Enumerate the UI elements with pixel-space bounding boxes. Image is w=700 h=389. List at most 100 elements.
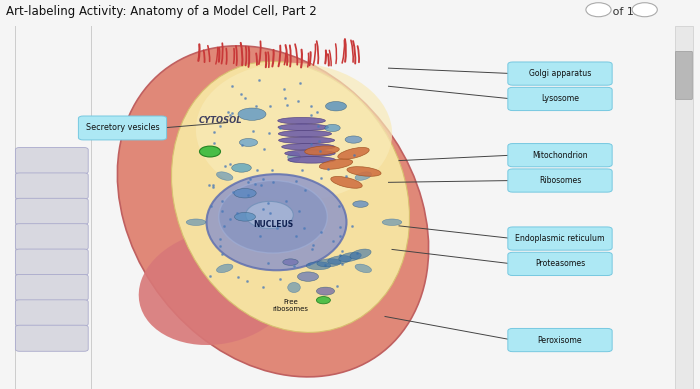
Text: NUCLEUS: NUCLEUS bbox=[253, 219, 293, 229]
FancyBboxPatch shape bbox=[15, 274, 88, 301]
Point bbox=[295, 80, 306, 86]
Ellipse shape bbox=[285, 150, 335, 157]
Point bbox=[265, 210, 276, 216]
FancyBboxPatch shape bbox=[508, 88, 612, 110]
FancyBboxPatch shape bbox=[15, 198, 88, 224]
Point bbox=[306, 141, 317, 147]
Point bbox=[248, 128, 259, 135]
Ellipse shape bbox=[283, 259, 298, 265]
Point bbox=[296, 167, 307, 173]
Point bbox=[293, 98, 304, 104]
Text: Ribosomes: Ribosomes bbox=[539, 176, 581, 185]
Text: Mitochondrion: Mitochondrion bbox=[532, 151, 588, 159]
Ellipse shape bbox=[234, 189, 256, 198]
Point bbox=[332, 283, 343, 289]
Point bbox=[209, 140, 220, 146]
Point bbox=[290, 233, 302, 239]
Point bbox=[305, 112, 316, 118]
Ellipse shape bbox=[199, 146, 220, 157]
Ellipse shape bbox=[328, 256, 351, 264]
Point bbox=[219, 163, 230, 169]
Point bbox=[259, 146, 270, 152]
Ellipse shape bbox=[298, 272, 318, 281]
FancyBboxPatch shape bbox=[15, 300, 88, 326]
FancyBboxPatch shape bbox=[15, 224, 88, 250]
Point bbox=[299, 225, 310, 231]
Text: Free
ribosomes: Free ribosomes bbox=[272, 299, 309, 312]
Point bbox=[335, 252, 346, 259]
Ellipse shape bbox=[278, 124, 328, 130]
Ellipse shape bbox=[338, 147, 369, 159]
Point bbox=[253, 77, 265, 83]
Point bbox=[255, 182, 266, 188]
Point bbox=[267, 179, 278, 185]
Point bbox=[207, 182, 218, 188]
FancyBboxPatch shape bbox=[508, 144, 612, 167]
Point bbox=[227, 110, 238, 116]
Text: Proteasomes: Proteasomes bbox=[535, 259, 585, 268]
Ellipse shape bbox=[186, 219, 206, 226]
Point bbox=[313, 138, 324, 144]
Point bbox=[336, 248, 347, 254]
FancyBboxPatch shape bbox=[508, 169, 612, 192]
FancyBboxPatch shape bbox=[508, 252, 612, 275]
Point bbox=[346, 223, 357, 229]
Point bbox=[266, 167, 277, 173]
Ellipse shape bbox=[279, 137, 335, 144]
Ellipse shape bbox=[304, 146, 340, 155]
Point bbox=[335, 224, 346, 231]
Text: <: < bbox=[594, 7, 603, 17]
Point bbox=[265, 103, 276, 109]
FancyBboxPatch shape bbox=[676, 51, 692, 99]
Point bbox=[322, 166, 333, 172]
Ellipse shape bbox=[288, 152, 300, 162]
Ellipse shape bbox=[246, 202, 293, 229]
Point bbox=[262, 260, 274, 266]
FancyBboxPatch shape bbox=[675, 26, 693, 389]
Point bbox=[316, 175, 327, 181]
Point bbox=[239, 95, 251, 102]
Point bbox=[204, 273, 216, 279]
Ellipse shape bbox=[350, 249, 371, 259]
Point bbox=[335, 233, 346, 239]
Point bbox=[327, 238, 338, 244]
Ellipse shape bbox=[239, 138, 258, 146]
Point bbox=[281, 102, 293, 108]
Point bbox=[307, 245, 318, 252]
Ellipse shape bbox=[355, 264, 372, 273]
Point bbox=[251, 166, 262, 173]
FancyBboxPatch shape bbox=[508, 62, 612, 85]
Ellipse shape bbox=[216, 264, 233, 273]
Text: Art-labeling Activity: Anatomy of a Model Cell, Part 2: Art-labeling Activity: Anatomy of a Mode… bbox=[6, 5, 316, 18]
Point bbox=[257, 206, 268, 212]
Point bbox=[205, 203, 216, 209]
Point bbox=[242, 179, 253, 185]
Point bbox=[217, 209, 228, 215]
Point bbox=[242, 192, 253, 198]
Point bbox=[241, 278, 253, 284]
FancyBboxPatch shape bbox=[15, 249, 88, 275]
Ellipse shape bbox=[325, 124, 340, 131]
Point bbox=[258, 175, 269, 182]
FancyBboxPatch shape bbox=[15, 173, 88, 199]
Ellipse shape bbox=[234, 212, 255, 221]
Point bbox=[257, 284, 268, 290]
Point bbox=[237, 142, 248, 148]
Ellipse shape bbox=[355, 172, 372, 180]
Ellipse shape bbox=[238, 108, 266, 120]
Ellipse shape bbox=[316, 296, 330, 304]
Ellipse shape bbox=[288, 157, 335, 163]
Point bbox=[208, 184, 219, 191]
Ellipse shape bbox=[279, 130, 332, 137]
Ellipse shape bbox=[288, 282, 300, 293]
Point bbox=[217, 198, 228, 204]
Point bbox=[244, 176, 256, 182]
Ellipse shape bbox=[319, 159, 353, 169]
FancyBboxPatch shape bbox=[78, 116, 167, 140]
Point bbox=[312, 109, 323, 115]
Point bbox=[204, 182, 215, 188]
Point bbox=[279, 95, 290, 101]
Ellipse shape bbox=[345, 136, 362, 143]
Point bbox=[214, 242, 225, 249]
Point bbox=[333, 203, 344, 209]
